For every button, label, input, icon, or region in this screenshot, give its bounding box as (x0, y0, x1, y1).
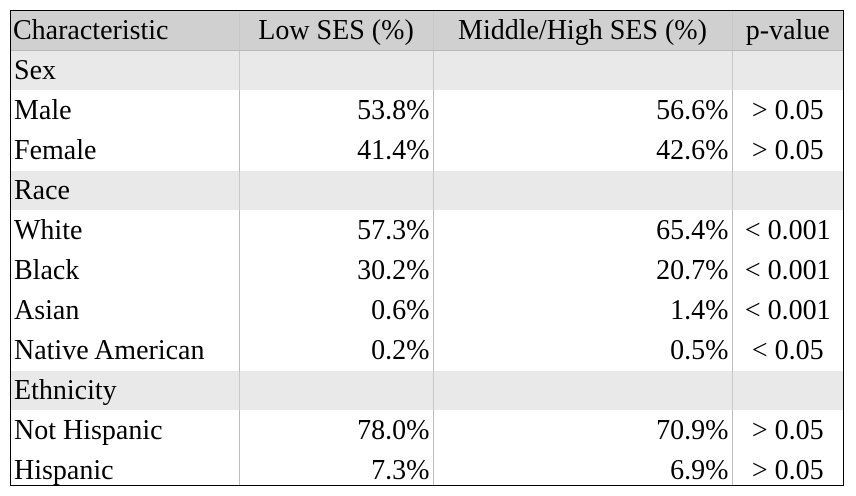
p-value-cell: > 0.05 (731, 450, 843, 485)
section-row: Sex (11, 50, 843, 91)
header-p-value: p-value (731, 11, 843, 51)
p-value-cell (731, 170, 843, 211)
characteristic-cell: Black (11, 250, 239, 291)
low-ses-cell: 57.3% (238, 210, 433, 251)
header-characteristic: Characteristic (11, 11, 239, 51)
p-value-cell: < 0.001 (731, 210, 843, 251)
middle-high-ses-cell (432, 170, 732, 211)
p-value-cell: < 0.001 (731, 250, 843, 291)
low-ses-cell (238, 50, 433, 91)
ses-characteristics-table: Characteristic Low SES (%) Middle/High S… (10, 10, 844, 486)
table-row: Not Hispanic 78.0% 70.9% > 0.05 (11, 410, 843, 451)
characteristic-cell: Female (11, 130, 239, 171)
middle-high-ses-cell: 56.6% (432, 90, 732, 131)
middle-high-ses-cell: 1.4% (432, 290, 732, 331)
middle-high-ses-cell: 0.5% (432, 330, 732, 371)
middle-high-ses-cell: 70.9% (432, 410, 732, 451)
middle-high-ses-cell: 65.4% (432, 210, 732, 251)
table-row: Asian 0.6% 1.4% < 0.001 (11, 290, 843, 331)
middle-high-ses-cell: 6.9% (432, 450, 732, 485)
table-row: Male 53.8% 56.6% > 0.05 (11, 90, 843, 131)
section-row: Ethnicity (11, 370, 843, 411)
low-ses-cell: 30.2% (238, 250, 433, 291)
section-label: Sex (11, 50, 239, 91)
characteristic-cell: White (11, 210, 239, 251)
low-ses-cell: 0.6% (238, 290, 433, 331)
p-value-cell: > 0.05 (731, 410, 843, 451)
characteristic-cell: Native American (11, 330, 239, 371)
table-row: Native American 0.2% 0.5% < 0.05 (11, 330, 843, 371)
table-row: Black 30.2% 20.7% < 0.001 (11, 250, 843, 291)
middle-high-ses-cell (432, 370, 732, 411)
characteristic-cell: Hispanic (11, 450, 239, 485)
characteristic-cell: Male (11, 90, 239, 131)
table-header: Characteristic Low SES (%) Middle/High S… (11, 11, 843, 51)
low-ses-cell: 53.8% (238, 90, 433, 131)
table-row: Female 41.4% 42.6% > 0.05 (11, 130, 843, 171)
low-ses-cell: 7.3% (238, 450, 433, 485)
p-value-cell: < 0.05 (731, 330, 843, 371)
p-value-cell: < 0.001 (731, 290, 843, 331)
table-row: Hispanic 7.3% 6.9% > 0.05 (11, 450, 843, 485)
middle-high-ses-cell: 20.7% (432, 250, 732, 291)
section-row: Race (11, 170, 843, 211)
p-value-cell: > 0.05 (731, 90, 843, 131)
p-value-cell: > 0.05 (731, 130, 843, 171)
p-value-cell (731, 50, 843, 91)
characteristic-cell: Asian (11, 290, 239, 331)
section-label: Ethnicity (11, 370, 239, 411)
header-row: Characteristic Low SES (%) Middle/High S… (11, 11, 843, 51)
header-low-ses: Low SES (%) (238, 11, 433, 51)
characteristic-cell: Not Hispanic (11, 410, 239, 451)
low-ses-cell (238, 170, 433, 211)
low-ses-cell (238, 370, 433, 411)
middle-high-ses-cell (432, 50, 732, 91)
header-middle-high-ses: Middle/High SES (%) (432, 11, 732, 51)
low-ses-cell: 0.2% (238, 330, 433, 371)
low-ses-cell: 78.0% (238, 410, 433, 451)
middle-high-ses-cell: 42.6% (432, 130, 732, 171)
data-table: Characteristic Low SES (%) Middle/High S… (11, 11, 843, 485)
low-ses-cell: 41.4% (238, 130, 433, 171)
p-value-cell (731, 370, 843, 411)
section-label: Race (11, 170, 239, 211)
table-row: White 57.3% 65.4% < 0.001 (11, 210, 843, 251)
table-body: Sex Male 53.8% 56.6% > 0.05 Female 41.4% 42.6% >… (11, 50, 843, 485)
